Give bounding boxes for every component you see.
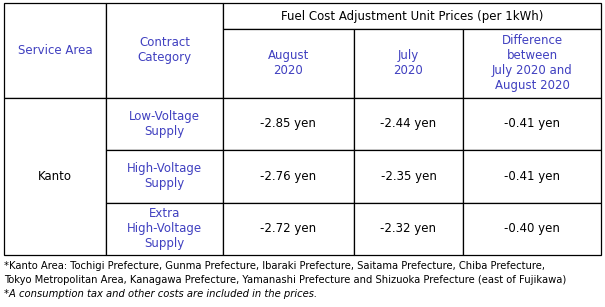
Bar [463, 29, 601, 98]
Text: -2.35 yen: -2.35 yen [381, 170, 436, 183]
Text: July
2020: July 2020 [394, 49, 424, 77]
Bar [354, 98, 463, 150]
Bar [354, 150, 463, 203]
Bar [354, 203, 463, 255]
Bar [223, 98, 354, 150]
Text: Low-Voltage
Supply: Low-Voltage Supply [129, 110, 200, 138]
Bar [463, 203, 601, 255]
Bar [223, 150, 354, 203]
Text: Extra
High-Voltage
Supply: Extra High-Voltage Supply [127, 207, 202, 250]
Text: -2.76 yen: -2.76 yen [260, 170, 316, 183]
Bar [4, 3, 106, 98]
Text: -2.32 yen: -2.32 yen [381, 222, 436, 235]
Text: -2.72 yen: -2.72 yen [260, 222, 316, 235]
Text: -2.44 yen: -2.44 yen [381, 117, 437, 130]
Bar [4, 98, 106, 255]
Text: *A consumption tax and other costs are included in the prices.: *A consumption tax and other costs are i… [4, 289, 317, 299]
Bar [106, 98, 223, 150]
Text: Tokyo Metropolitan Area, Kanagawa Prefecture, Yamanashi Prefecture and Shizuoka : Tokyo Metropolitan Area, Kanagawa Prefec… [4, 275, 566, 285]
Text: Difference
between
July 2020 and
August 2020: Difference between July 2020 and August … [492, 34, 572, 92]
Bar [106, 150, 223, 203]
Bar [106, 203, 223, 255]
Text: *Kanto Area: Tochigi Prefecture, Gunma Prefecture, Ibaraki Prefecture, Saitama P: *Kanto Area: Tochigi Prefecture, Gunma P… [4, 261, 545, 271]
Bar [106, 3, 223, 98]
Bar [223, 203, 354, 255]
Text: Kanto: Kanto [38, 170, 72, 183]
Text: -0.41 yen: -0.41 yen [504, 170, 560, 183]
Text: High-Voltage
Supply: High-Voltage Supply [127, 162, 202, 190]
Text: -0.41 yen: -0.41 yen [504, 117, 560, 130]
Text: August
2020: August 2020 [267, 49, 309, 77]
Bar [463, 150, 601, 203]
Bar [354, 29, 463, 98]
Bar [223, 29, 354, 98]
Text: Service Area: Service Area [18, 44, 93, 57]
Text: -2.85 yen: -2.85 yen [260, 117, 316, 130]
Text: -0.40 yen: -0.40 yen [504, 222, 560, 235]
Text: Contract
Category: Contract Category [138, 36, 192, 64]
Text: Fuel Cost Adjustment Unit Prices (per 1kWh): Fuel Cost Adjustment Unit Prices (per 1k… [281, 10, 543, 23]
Bar [463, 98, 601, 150]
Bar [223, 3, 601, 29]
